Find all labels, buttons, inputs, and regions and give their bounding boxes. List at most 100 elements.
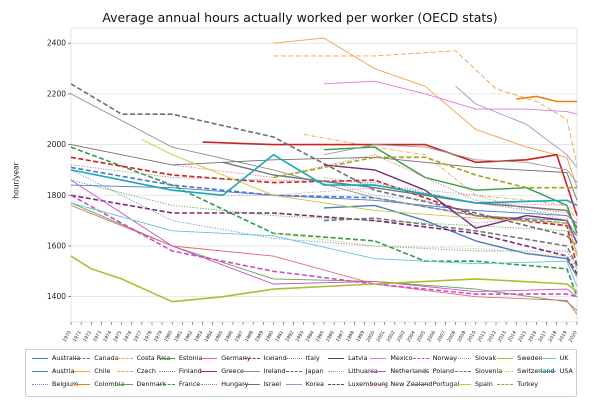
legend-swatch bbox=[497, 384, 514, 385]
legend-item: Netherlands bbox=[370, 367, 429, 376]
legend-swatch bbox=[539, 371, 556, 372]
legend-item: Austria bbox=[32, 367, 75, 376]
series-line-uk bbox=[70, 202, 578, 287]
x-tick-label: 2016 bbox=[527, 330, 538, 343]
legend-label: Switzerland bbox=[517, 367, 555, 375]
legend-swatch bbox=[370, 384, 387, 385]
x-tick-label: 1985 bbox=[213, 330, 224, 343]
legend-item: Mexico bbox=[370, 354, 413, 363]
series-line-france bbox=[70, 146, 578, 297]
x-tick-label: 2008 bbox=[446, 330, 457, 343]
series-line-chile bbox=[273, 37, 578, 188]
legend-label: Denmark bbox=[136, 380, 166, 388]
legend-swatch bbox=[455, 384, 471, 385]
y-tick-label: 2000 bbox=[47, 140, 66, 149]
chart-legend: Australia Austria Belgium Canada Chile Colomb… bbox=[25, 349, 577, 397]
legend-item: Denmark bbox=[116, 380, 166, 389]
legend-swatch bbox=[285, 384, 302, 385]
legend-swatch bbox=[455, 358, 471, 359]
y-tick-label: 1400 bbox=[47, 292, 66, 301]
legend-swatch bbox=[285, 371, 302, 372]
legend-label: Canada bbox=[94, 354, 119, 362]
legend-item: Costa Rica bbox=[116, 354, 171, 363]
legend-item: Slovak bbox=[455, 354, 496, 363]
legend-item: Canada bbox=[74, 354, 119, 363]
series-line-slovenia bbox=[323, 217, 578, 267]
legend-label: Chile bbox=[94, 367, 111, 375]
legend-swatch bbox=[497, 371, 514, 372]
legend-label: Costa Rica bbox=[136, 354, 171, 362]
legend-swatch bbox=[539, 358, 556, 359]
series-line-austria bbox=[323, 204, 578, 277]
x-tick-label: 1993 bbox=[294, 330, 305, 343]
legend-label: Latvia bbox=[348, 354, 368, 362]
x-tick-label: 1973 bbox=[92, 330, 103, 343]
legend-item: Luxembourg bbox=[328, 380, 388, 389]
legend-label: Portugal bbox=[432, 380, 460, 388]
legend-swatch bbox=[32, 384, 48, 385]
legend-item: France bbox=[158, 380, 200, 389]
x-tick-label: 1996 bbox=[325, 330, 336, 343]
x-tick-label: 2007 bbox=[436, 330, 447, 343]
x-tick-label: 1978 bbox=[143, 330, 154, 343]
series-line-costa-rica bbox=[273, 50, 578, 165]
legend-label: Luxembourg bbox=[348, 380, 388, 388]
x-tick-label: 2003 bbox=[396, 330, 407, 343]
x-tick-label: 2005 bbox=[416, 330, 427, 343]
y-tick-label: 2400 bbox=[47, 39, 66, 48]
x-tick-label: 1999 bbox=[355, 330, 366, 343]
legend-label: Ireland bbox=[263, 367, 286, 375]
x-tick-label: 1987 bbox=[234, 330, 245, 343]
legend-item: Colombia bbox=[74, 380, 124, 389]
legend-label: Iceland bbox=[263, 354, 287, 362]
legend-swatch bbox=[32, 358, 48, 359]
legend-swatch bbox=[158, 371, 175, 372]
legend-swatch bbox=[243, 384, 260, 385]
legend-swatch bbox=[497, 358, 514, 359]
x-tick-label: 2004 bbox=[406, 330, 417, 343]
x-tick-label: 1994 bbox=[305, 330, 316, 343]
legend-item: Estonia bbox=[158, 354, 202, 363]
series-line-poland bbox=[323, 144, 578, 183]
x-tick-label: 1992 bbox=[284, 330, 295, 343]
legend-swatch bbox=[74, 371, 91, 372]
legend-label: Italy bbox=[305, 354, 320, 362]
legend-label: Poland bbox=[432, 367, 455, 375]
y-tick-label: 2200 bbox=[47, 89, 66, 98]
y-tick-label: 1600 bbox=[47, 241, 66, 250]
legend-label: Czech bbox=[136, 367, 156, 375]
legend-label: Turkey bbox=[517, 380, 539, 388]
x-tick-label: 2018 bbox=[547, 330, 558, 343]
legend-label: Sweden bbox=[517, 354, 543, 362]
legend-label: UK bbox=[559, 354, 569, 362]
x-tick-label: 2006 bbox=[426, 330, 437, 343]
x-tick-label: 1998 bbox=[345, 330, 356, 343]
x-tick-label: 2019 bbox=[558, 330, 569, 343]
series-line-colombia bbox=[516, 95, 577, 103]
legend-label: Greece bbox=[221, 367, 244, 375]
series-line-turkey bbox=[273, 156, 577, 189]
series-line-latvia bbox=[323, 164, 578, 244]
series-line-luxembourg bbox=[70, 194, 578, 275]
legend-item: Hungary bbox=[201, 380, 248, 389]
legend-swatch bbox=[243, 358, 260, 359]
legend-swatch bbox=[201, 384, 218, 385]
legend-swatch bbox=[32, 371, 48, 372]
legend-swatch bbox=[158, 358, 175, 359]
chart-title: Average annual hours actually worked per… bbox=[102, 10, 498, 25]
x-tick-label: 1995 bbox=[315, 330, 326, 343]
legend-item: Israel bbox=[243, 380, 281, 389]
legend-swatch bbox=[116, 371, 133, 372]
legend-item: Chile bbox=[74, 367, 110, 376]
x-tick-label: 1982 bbox=[183, 330, 194, 343]
legend-label: Lithuania bbox=[348, 367, 378, 375]
legend-item: Slovenia bbox=[455, 367, 502, 376]
legend-swatch bbox=[328, 371, 345, 372]
legend-item: UK bbox=[539, 354, 569, 363]
x-tick-label: 2015 bbox=[517, 330, 528, 343]
legend-label: Mexico bbox=[390, 354, 413, 362]
legend-swatch bbox=[74, 358, 91, 359]
series-line-hungary bbox=[172, 154, 578, 226]
x-tick-label: 2001 bbox=[375, 330, 386, 343]
